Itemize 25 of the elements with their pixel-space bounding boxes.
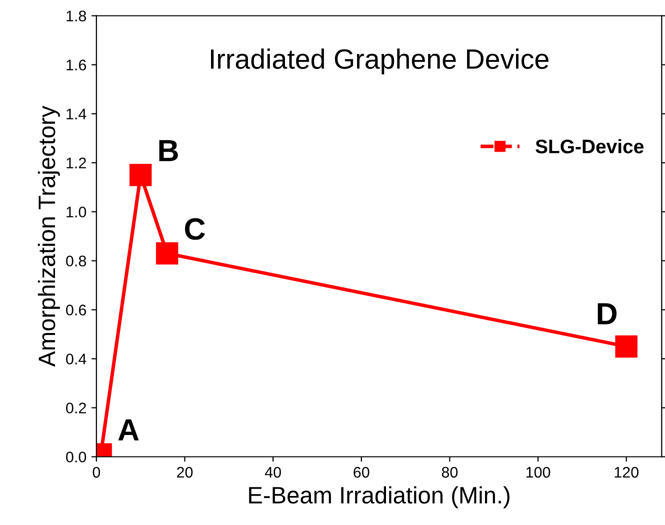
annotation: D (598, 303, 617, 324)
annotation: C (185, 218, 205, 240)
y-axis-title: Amorphization Trajectory (38, 106, 60, 367)
x-tick-label: 120 (614, 466, 638, 478)
y-tick-label: 0.0 (66, 452, 86, 462)
y-tick-label: 1.6 (66, 60, 86, 70)
y-tick-label: 0.6 (66, 304, 86, 316)
x-tick-label: 60 (354, 466, 370, 478)
x-axis-title: E-Beam Irradiation (Min.) (249, 486, 510, 508)
x-tick-label: 40 (264, 466, 281, 478)
y-tick-label: 1.0 (66, 206, 86, 218)
y-tick-label: 1.2 (66, 158, 86, 168)
y-tick-label: 0.4 (66, 354, 86, 364)
x-tick-label: 20 (177, 466, 193, 478)
annotation: A (118, 419, 139, 440)
y-tick-label: 1.4 (66, 108, 86, 120)
legend-label: SLG-Device (536, 139, 644, 154)
x-tick-label: 80 (442, 466, 458, 478)
y-tick-label: 0.8 (66, 256, 86, 266)
annotation: B (159, 140, 178, 162)
x-tick-label: 0 (92, 466, 100, 478)
y-tick-label: 0.2 (66, 402, 86, 414)
y-tick-label: 1.8 (66, 10, 86, 22)
text: Irradiated Graphene Device (211, 48, 548, 74)
x-tick-label: 100 (526, 466, 550, 478)
